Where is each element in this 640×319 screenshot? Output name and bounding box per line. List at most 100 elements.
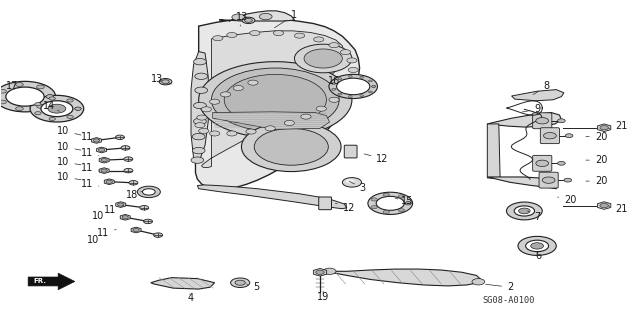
Circle shape (0, 81, 56, 112)
Circle shape (301, 114, 311, 119)
Circle shape (138, 186, 161, 197)
Circle shape (273, 31, 284, 36)
Circle shape (192, 147, 205, 154)
Circle shape (259, 13, 272, 20)
Circle shape (212, 36, 223, 41)
Circle shape (600, 126, 609, 130)
Circle shape (348, 96, 352, 98)
Polygon shape (212, 112, 330, 129)
Circle shape (143, 219, 152, 224)
Circle shape (75, 107, 81, 110)
Circle shape (227, 131, 237, 136)
Text: 11: 11 (81, 132, 99, 142)
Polygon shape (487, 113, 561, 127)
Text: 11: 11 (81, 179, 99, 189)
Circle shape (46, 95, 54, 99)
Polygon shape (511, 90, 564, 101)
Circle shape (337, 78, 370, 95)
Circle shape (383, 193, 390, 196)
Circle shape (371, 198, 378, 201)
Circle shape (118, 203, 124, 206)
Circle shape (241, 122, 341, 172)
Circle shape (193, 118, 206, 124)
Circle shape (369, 91, 372, 93)
Polygon shape (120, 214, 130, 220)
Circle shape (316, 270, 324, 274)
Text: 13: 13 (236, 12, 248, 26)
Circle shape (124, 157, 132, 161)
Circle shape (338, 93, 342, 95)
Text: 6: 6 (535, 251, 541, 261)
Circle shape (376, 196, 404, 210)
Circle shape (542, 177, 555, 183)
Polygon shape (104, 179, 114, 185)
Circle shape (195, 123, 205, 128)
Text: 10: 10 (87, 234, 106, 245)
Circle shape (36, 104, 44, 108)
Text: 12: 12 (335, 203, 355, 213)
Circle shape (518, 236, 556, 256)
Circle shape (35, 102, 41, 106)
Circle shape (323, 268, 336, 274)
FancyBboxPatch shape (319, 197, 332, 210)
Circle shape (347, 58, 357, 63)
Circle shape (250, 31, 260, 36)
Text: 11: 11 (81, 163, 99, 174)
Circle shape (348, 67, 358, 72)
Circle shape (360, 95, 364, 97)
Polygon shape (151, 278, 214, 289)
Text: 9: 9 (522, 104, 540, 114)
Circle shape (340, 50, 351, 55)
Circle shape (233, 85, 243, 91)
Text: 20: 20 (557, 195, 577, 205)
Circle shape (220, 92, 230, 97)
Text: 16: 16 (328, 76, 340, 90)
Circle shape (557, 119, 565, 123)
Text: 1: 1 (275, 10, 298, 28)
Circle shape (49, 117, 56, 121)
Polygon shape (202, 31, 344, 167)
Circle shape (543, 132, 556, 139)
Text: 13: 13 (151, 74, 172, 85)
Circle shape (514, 206, 534, 216)
Circle shape (248, 80, 258, 85)
Circle shape (371, 206, 378, 209)
Circle shape (284, 121, 294, 125)
Text: 19: 19 (317, 291, 330, 302)
Text: 5: 5 (246, 282, 259, 292)
Circle shape (368, 192, 413, 214)
Circle shape (338, 78, 342, 80)
Circle shape (15, 83, 23, 86)
Circle shape (346, 78, 356, 83)
Polygon shape (598, 124, 611, 131)
Circle shape (67, 99, 73, 102)
Circle shape (30, 95, 84, 122)
Text: 10: 10 (92, 211, 110, 221)
Text: 21: 21 (609, 204, 628, 214)
Circle shape (115, 135, 124, 139)
Text: 17: 17 (6, 81, 19, 92)
Circle shape (36, 85, 44, 89)
Circle shape (227, 33, 237, 38)
Polygon shape (116, 202, 125, 207)
Text: 20: 20 (586, 176, 607, 186)
Circle shape (224, 74, 326, 125)
Polygon shape (325, 269, 481, 286)
Circle shape (46, 95, 54, 99)
Circle shape (106, 180, 113, 183)
Circle shape (101, 159, 108, 162)
Text: 10: 10 (57, 172, 81, 182)
Circle shape (35, 112, 41, 115)
Circle shape (304, 49, 342, 68)
Circle shape (211, 68, 339, 131)
Circle shape (201, 107, 211, 112)
Circle shape (198, 62, 352, 138)
Circle shape (154, 233, 163, 237)
Text: 14: 14 (42, 101, 60, 111)
Circle shape (242, 17, 255, 24)
Circle shape (360, 76, 364, 78)
Circle shape (329, 97, 339, 102)
Text: 10: 10 (57, 157, 81, 167)
Circle shape (332, 83, 335, 85)
Circle shape (383, 211, 390, 214)
